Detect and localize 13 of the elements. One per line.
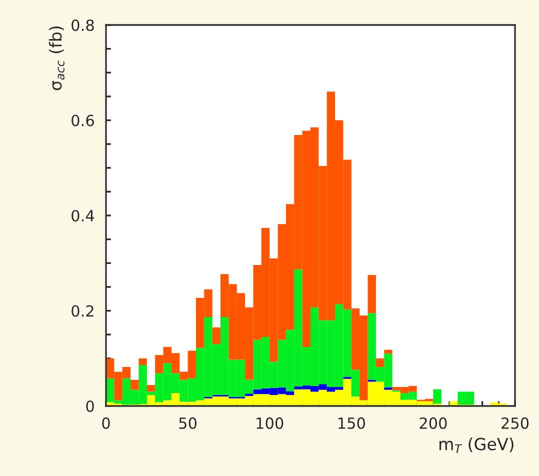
y-axis-title: σ$_{acc}$ (fb) [48, 26, 64, 90]
y-tick-label: 0 [86, 400, 94, 412]
y-tick-label: 0.6 [72, 114, 94, 126]
y-tick-label: 0.4 [72, 210, 94, 222]
x-tick-label: 100 [256, 417, 284, 429]
y-tick-label: 0.8 [72, 19, 94, 32]
x-tick-label: 50 [179, 417, 197, 429]
x-axis-title: m$_{T}$ (GeV) [440, 437, 514, 453]
y-tick-label: 0.2 [72, 305, 94, 317]
x-tick-label: 200 [420, 417, 447, 429]
x-tick-label: 0 [102, 417, 110, 429]
x-tick-label: 250 [502, 417, 529, 429]
x-tick-label: 150 [338, 417, 365, 429]
